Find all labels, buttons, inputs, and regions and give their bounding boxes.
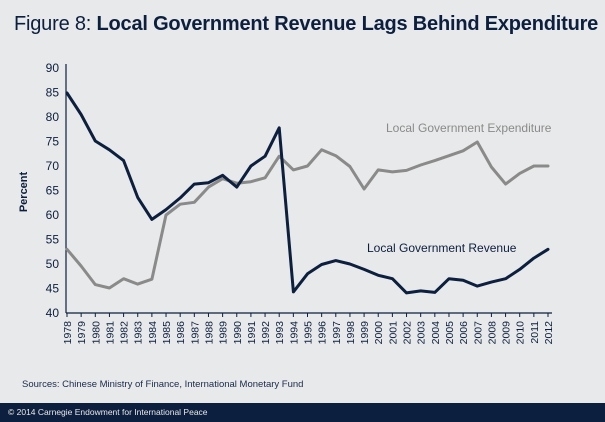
page-title: Figure 8: Local Government Revenue Lags … (14, 13, 598, 36)
x-tick-label: 2012 (543, 321, 555, 345)
expenditure-series-line (65, 140, 550, 290)
x-tick-label: 1991 (246, 321, 258, 345)
y-tick-label: 75 (46, 135, 60, 149)
revenue-annotation: Local Government Revenue (367, 241, 517, 255)
y-tick-label: 85 (46, 86, 60, 100)
x-tick-label: 2002 (402, 321, 414, 345)
x-tick-label: 1981 (104, 321, 116, 345)
y-tick-label: 90 (46, 61, 60, 75)
x-tick-label: 1986 (175, 321, 187, 345)
x-tick-label: 2005 (444, 321, 456, 345)
revenue-series-line (65, 91, 550, 295)
x-tick-label: 1996 (317, 321, 329, 345)
x-tick-label: 2011 (529, 321, 541, 344)
x-tick-label: 2009 (501, 321, 513, 345)
x-tick-label: 1980 (90, 321, 102, 345)
x-axis-ticks: 1978 1979 1980 1981 1982 1983 1984 1985 1986 1987… (62, 313, 555, 344)
x-tick-label: 1978 (62, 321, 74, 345)
x-tick-label: 1994 (288, 321, 300, 345)
x-tick-label: 1989 (218, 321, 230, 345)
y-tick-label: 60 (46, 208, 60, 222)
x-tick-label: 2004 (430, 321, 442, 345)
x-tick-label: 1982 (119, 321, 131, 345)
y-tick-label: 80 (46, 110, 60, 124)
x-tick-label: 1979 (76, 321, 88, 345)
y-tick-label: 55 (46, 233, 60, 247)
x-tick-label: 1984 (147, 321, 159, 345)
x-tick-label: 1985 (161, 321, 173, 345)
y-tick-label: 70 (46, 159, 60, 173)
x-tick-label: 2003 (416, 321, 428, 345)
figure-label: Figure 8: (14, 13, 97, 35)
x-tick-label: 1993 (274, 321, 286, 345)
copyright-text: © 2014 Carnegie Endowment for Internatio… (8, 407, 208, 417)
x-tick-label: 1990 (232, 321, 244, 345)
x-tick-label: 1997 (331, 321, 343, 345)
x-tick-label: 1995 (303, 321, 315, 345)
x-tick-label: 1998 (345, 321, 357, 345)
x-tick-label: 1999 (359, 321, 371, 345)
x-tick-label: 2007 (472, 321, 484, 345)
y-tick-label: 65 (46, 184, 60, 198)
chart-title: Local Government Revenue Lags Behind Exp… (96, 13, 599, 35)
x-tick-label: 2001 (387, 321, 399, 345)
y-tick-label: 45 (46, 282, 60, 296)
y-axis-ticks: 40 45 50 55 60 65 70 75 80 85 90 (46, 61, 60, 320)
x-tick-label: 1992 (260, 321, 272, 345)
x-tick-label: 1988 (203, 321, 215, 345)
y-tick-label: 50 (46, 257, 60, 271)
expenditure-annotation: Local Government Expenditure (386, 121, 552, 135)
x-tick-label: 2008 (486, 321, 498, 345)
series-lines (65, 91, 550, 295)
x-tick-label: 1987 (189, 321, 201, 345)
sources-note: Sources: Chinese Ministry of Finance, In… (22, 379, 304, 390)
footer-bar: © 2014 Carnegie Endowment for Internatio… (0, 403, 605, 422)
y-axis-label: Percent (18, 171, 30, 212)
x-tick-label: 2010 (515, 321, 527, 345)
x-tick-label: 2000 (373, 321, 385, 345)
x-tick-label: 1983 (133, 321, 145, 345)
chart-axes (65, 64, 552, 314)
y-tick-label: 40 (46, 306, 60, 320)
x-tick-label: 2006 (458, 321, 470, 345)
